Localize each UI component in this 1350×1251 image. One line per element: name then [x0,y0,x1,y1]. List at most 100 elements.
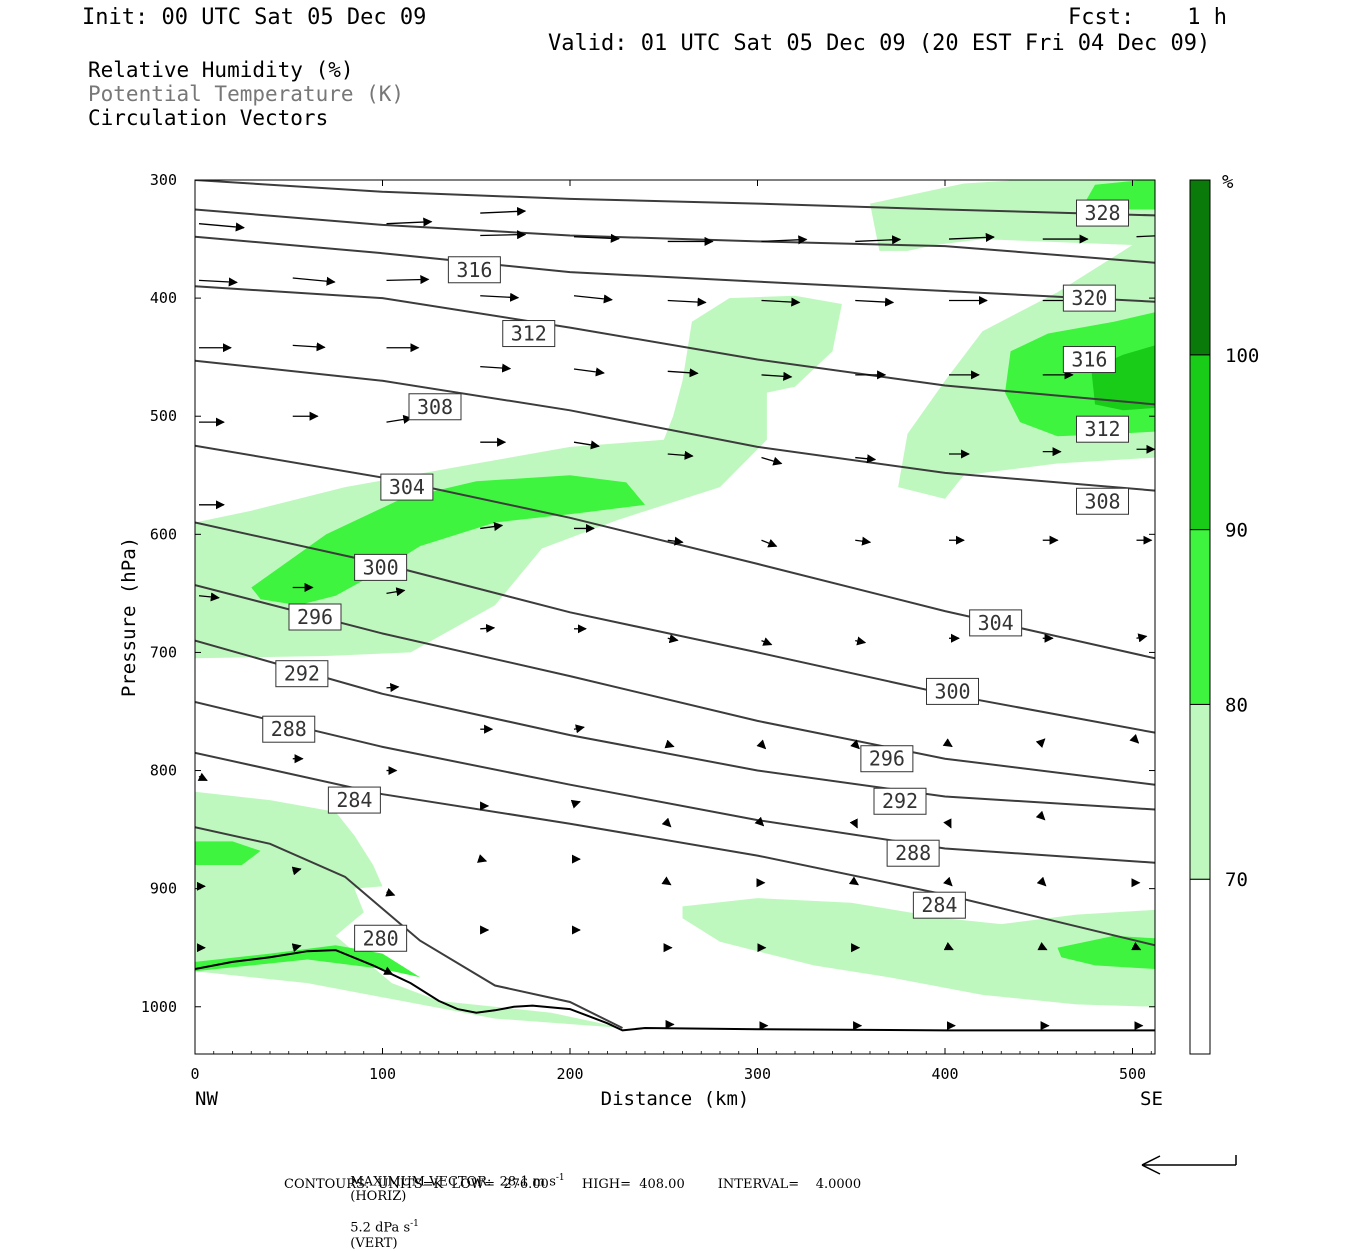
circulation-vector [754,816,765,827]
contour-label-text: 316 [456,258,492,282]
y-tick-label: 400 [150,289,177,307]
circulation-vector [942,738,953,748]
circulation-vector [386,683,400,693]
circulation-vector [1129,734,1140,744]
reference-vector-icon [1141,1155,1237,1175]
circulation-vector [386,217,433,227]
circulation-vector [849,818,858,829]
x-tick-label: 100 [369,1065,396,1083]
circulation-vector [848,876,860,886]
circulation-vector [573,724,585,734]
contour-label-text: 304 [978,611,1014,635]
circulation-vector [573,367,605,377]
circulation-vector [480,363,512,373]
rh-region-80 [195,945,420,978]
contour-label: 316 [1062,346,1116,374]
y-axis-title: Pressure (hPa) [118,537,140,697]
contour-label-text: 308 [417,395,453,419]
circulation-vector [1037,941,1048,951]
circulation-vector [197,772,208,782]
contour-label-text: 296 [297,605,333,629]
contour-label-text: 288 [895,841,931,865]
contour-label: 288 [886,839,940,867]
circulation-vector [383,966,394,975]
contour-label-text: 284 [336,788,372,812]
theta-contour-312 [195,285,1155,406]
circulation-vector [855,536,872,546]
colorbar-level-label: 100 [1225,345,1259,367]
unit-exponent: -1 [410,1219,419,1230]
circulation-vector [855,235,902,245]
contour-label: 308 [1076,487,1129,515]
circulation-vector [667,368,699,378]
circulation-vector [573,440,600,450]
contour-label: 300 [926,677,979,705]
contour-label: 328 [1076,199,1129,227]
colorbar-segment [1189,179,1211,356]
circulation-vector [761,297,801,307]
y-tick-label: 600 [150,525,177,543]
theta-contour-288 [195,701,1155,864]
contour-label-text: 288 [271,717,307,741]
contours-info: CONTOURS: UNITS=K LOW= 276.00 HIGH= 408.… [284,1177,862,1192]
y-tick-label: 700 [150,643,177,661]
x-tick-label: 200 [556,1065,583,1083]
circulation-vector [850,739,860,750]
nw-label: NW [195,1088,218,1110]
circulation-vector [948,232,995,242]
y-tick-label: 1000 [141,998,177,1016]
circulation-vector [292,342,326,352]
circulation-vector [480,230,527,240]
unit-exponent: -1 [555,1173,565,1183]
contour-label: 304 [380,473,434,501]
circulation-vector [386,587,406,597]
x-tick-label: 0 [190,1065,199,1083]
circulation-vector [292,276,336,286]
contour-label-text: 308 [1084,489,1120,513]
circulation-vector [942,876,953,887]
circulation-vector [570,799,581,809]
cross-section-chart: 328 320 316 316 312 312 308 308 304 304 300 300 296 2… [118,171,1259,1175]
x-tick-label: 300 [744,1065,771,1083]
contour-label: 296 [860,745,914,773]
circulation-vector [761,456,783,466]
colorbar-segment [1189,878,1211,1055]
contour-label-text: 292 [882,789,918,813]
circulation-vector [667,634,679,644]
x-tick-label: 400 [931,1065,958,1083]
circulation-vector [480,292,520,302]
contour-label: 292 [275,660,329,688]
circulation-vector [573,233,620,243]
circulation-vector [761,637,773,646]
rh-region-80 [195,841,261,865]
circulation-vector [198,277,238,287]
colorbar-segment [1189,703,1211,880]
y-tick-label: 800 [150,762,177,780]
circulation-vector [761,538,778,548]
contour-label-text: 300 [934,679,970,703]
contour-label: 320 [1062,284,1116,312]
se-label: SE [1140,1088,1163,1110]
colorbar-segment [1189,354,1211,531]
contour-label: 316 [447,256,501,284]
circulation-vector [385,888,396,897]
circulation-vector [198,592,220,602]
contour-label: 284 [912,891,966,919]
rh-region-80 [251,475,646,606]
circulation-vector [667,297,707,307]
init-time: Init: 00 UTC Sat 05 Dec 09 [82,5,427,30]
circulation-vector [855,454,877,464]
theta-contour-316 [195,235,1155,303]
max-vector-line: MAXIMUM VECTOR: 28.1 m s-1 (HORIZ) 5.2 d… [342,1158,565,1251]
circulation-vector [664,739,675,749]
circulation-vector [855,636,867,646]
max-vector-vert-tag: (VERT) [350,1235,398,1251]
y-tick-label: 300 [150,171,177,189]
rh-region-90 [1091,345,1155,411]
circulation-vector [667,450,694,460]
rh-region-70 [682,898,1155,1007]
circulation-vector [1035,738,1046,749]
valid-time: Valid: 01 UTC Sat 05 Dec 09 (20 EST Fri … [548,31,1211,56]
circulation-vector [761,235,808,245]
rh-region-70 [195,791,623,1028]
